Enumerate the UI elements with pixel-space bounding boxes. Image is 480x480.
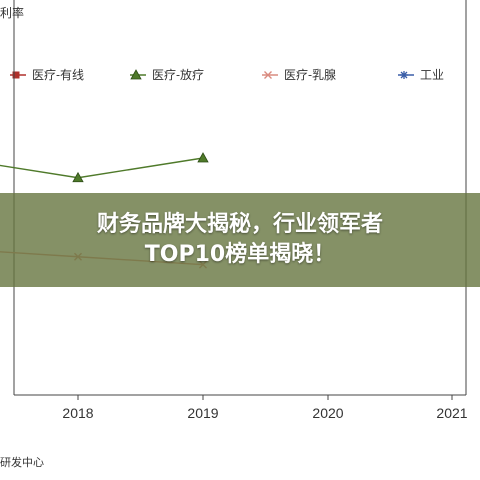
chart-title-fragment: 利率 bbox=[0, 6, 25, 20]
data-point bbox=[197, 152, 209, 163]
source-note-fragment: 研发中心 bbox=[0, 456, 44, 469]
legend-label: 医疗-乳腺 bbox=[284, 68, 336, 82]
series-line bbox=[0, 157, 204, 179]
x-tick-labels: 2018 2019 2020 2021 bbox=[62, 395, 468, 421]
x-tick-label: 2018 bbox=[62, 405, 93, 421]
legend-swatch-marker bbox=[400, 71, 408, 79]
x-tick-label: 2020 bbox=[312, 405, 343, 421]
headline-banner: 财务品牌大揭秘，行业领军者 TOP10榜单揭晓！ bbox=[0, 193, 480, 287]
legend-swatch-marker bbox=[264, 71, 272, 79]
chart-legend: 医疗-有线 医疗-放疗 医疗-乳腺 工业 bbox=[10, 67, 444, 82]
x-tick-label: 2021 bbox=[436, 405, 467, 421]
headline-line-1: 财务品牌大揭秘，行业领军者 bbox=[96, 212, 383, 237]
x-tick-label: 2019 bbox=[187, 405, 218, 421]
headline-line-2: TOP10榜单揭晓！ bbox=[144, 242, 336, 267]
data-point bbox=[72, 171, 84, 183]
legend-swatch-marker bbox=[130, 69, 142, 80]
legend-label: 医疗-放疗 bbox=[152, 67, 204, 82]
legend-label: 工业 bbox=[420, 68, 444, 82]
legend-swatch-marker bbox=[12, 71, 20, 79]
legend-label: 医疗-有线 bbox=[32, 68, 84, 82]
